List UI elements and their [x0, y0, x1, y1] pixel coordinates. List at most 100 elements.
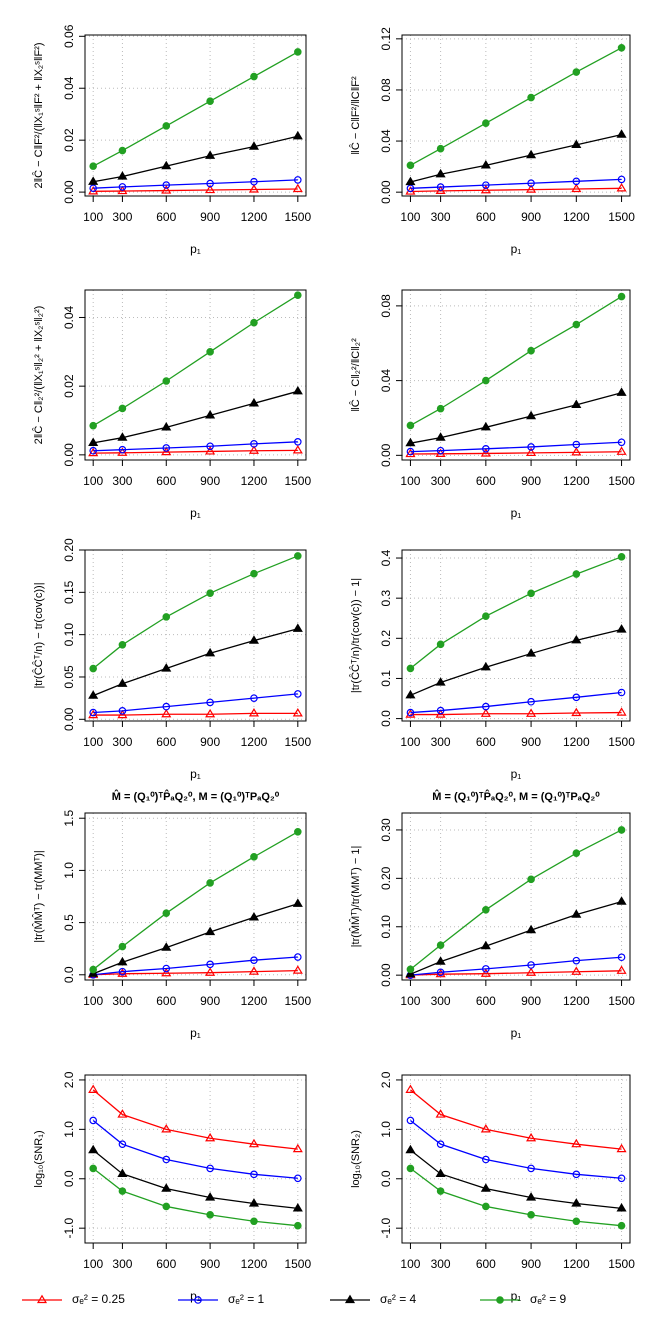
marker: [162, 181, 171, 189]
x-tick-label: 600: [476, 474, 496, 488]
x-tick-label: 600: [476, 1257, 496, 1271]
marker: [571, 139, 582, 149]
x-tick-label: 900: [200, 735, 220, 749]
marker: [248, 397, 260, 407]
legend-marker: [36, 1294, 48, 1304]
y-tick-label: 0.04: [379, 129, 393, 153]
y-tick-label: 0.04: [62, 305, 76, 329]
y-tick-label: 0.0: [62, 1170, 76, 1187]
y-axis-label: 2‖Ĉ − C‖₂²/(‖X₁ˢ‖₂² + ‖X₂ˢ‖₂²): [32, 306, 45, 445]
marker: [480, 968, 491, 977]
marker: [89, 162, 97, 170]
y-tick-label: 0.00: [379, 443, 393, 467]
x-axis-label: p₁: [190, 242, 201, 256]
x-tick-label: 900: [200, 474, 220, 488]
x-tick-label: 600: [476, 994, 496, 1008]
marker: [436, 640, 445, 649]
series-line: [93, 693, 298, 714]
y-tick-label: 0.15: [62, 580, 76, 604]
marker: [292, 445, 303, 454]
marker: [89, 1164, 97, 1173]
x-tick-label: 1500: [608, 994, 635, 1008]
marker: [482, 1155, 490, 1164]
marker: [205, 446, 216, 455]
marker: [572, 693, 581, 702]
marker: [205, 1192, 216, 1201]
series-line: [410, 691, 622, 714]
y-tick-label: 0.0: [379, 710, 393, 727]
x-tick-label: 300: [112, 1257, 132, 1271]
x-tick-label: 300: [112, 735, 132, 749]
marker: [435, 168, 446, 178]
marker: [162, 613, 171, 621]
x-tick-label: 1200: [563, 735, 590, 749]
marker: [118, 942, 127, 951]
x-tick-label: 600: [156, 474, 176, 488]
marker: [248, 708, 260, 717]
series-line: [410, 1149, 622, 1210]
x-tick-label: 100: [83, 210, 103, 224]
marker: [435, 677, 446, 686]
marker: [406, 184, 415, 193]
x-tick-label: 600: [156, 210, 176, 224]
marker: [527, 346, 535, 355]
series-line: [92, 555, 299, 670]
marker: [405, 968, 416, 978]
x-axis-label: p₁: [511, 1026, 522, 1040]
marker: [118, 146, 127, 155]
y-axis-label: 2‖Ĉ − C‖F²/(‖X₁ˢ‖F² + ‖X₂ˢ‖F²): [32, 42, 45, 188]
marker: [527, 179, 535, 188]
y-tick-label: 0.08: [379, 294, 393, 318]
series-line: [92, 831, 299, 971]
y-tick-label: 0.5: [62, 914, 76, 931]
marker: [616, 1143, 627, 1153]
marker: [405, 709, 416, 718]
x-tick-label: 1500: [608, 735, 635, 749]
marker: [527, 443, 535, 451]
x-tick-label: 1200: [563, 474, 590, 488]
y-axis-label: |tr(ĈĈᵀ/n) − tr(cov(c))|: [32, 582, 45, 688]
marker: [206, 879, 214, 887]
series-line: [92, 51, 299, 167]
marker: [89, 184, 97, 193]
legend-label: σₑ² = 9: [530, 1292, 567, 1306]
marker: [526, 708, 537, 717]
y-tick-label: 0.05: [62, 665, 76, 689]
marker: [88, 690, 99, 699]
marker: [480, 184, 491, 194]
marker: [571, 909, 582, 918]
series-line: [410, 628, 622, 696]
marker: [526, 410, 537, 420]
plot-frame: [401, 549, 631, 722]
series-line: [93, 179, 298, 189]
marker: [527, 1211, 535, 1219]
marker: [482, 444, 490, 453]
marker: [294, 953, 302, 961]
marker: [292, 623, 303, 632]
marker: [406, 708, 415, 717]
series-line: [93, 188, 298, 192]
plot-frame: [84, 1074, 307, 1244]
marker: [118, 1140, 127, 1148]
marker: [572, 1217, 581, 1226]
marker: [436, 1187, 445, 1195]
x-tick-label: 100: [400, 210, 420, 224]
marker: [572, 440, 581, 449]
x-tick-label: 300: [112, 994, 132, 1008]
marker: [435, 1109, 446, 1118]
marker: [527, 1164, 535, 1173]
y-tick-label: 0.04: [62, 76, 76, 100]
series-line: [410, 556, 622, 669]
marker: [88, 1144, 99, 1154]
y-tick-label: 0.3: [379, 590, 393, 607]
marker: [117, 185, 128, 195]
marker: [248, 911, 260, 921]
plot-frame: [401, 1074, 631, 1244]
marker: [117, 709, 128, 719]
marker: [162, 1155, 171, 1164]
x-tick-label: 1200: [241, 735, 268, 749]
x-tick-label: 1200: [241, 994, 268, 1008]
y-tick-label: 0.02: [62, 374, 76, 398]
y-axis-label: ‖Ĉ − C‖F²/‖C‖F²: [349, 76, 362, 155]
marker: [292, 708, 303, 717]
